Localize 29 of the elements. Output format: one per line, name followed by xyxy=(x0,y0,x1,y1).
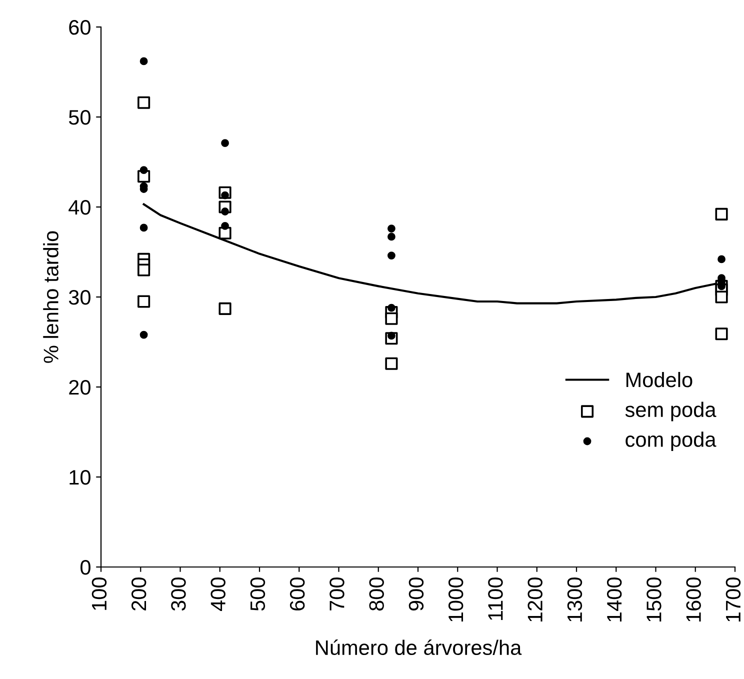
y-axis-title: % lenho tardio xyxy=(43,231,58,363)
y-tick-label: 40 xyxy=(68,200,90,215)
x-tick-label: 1600 xyxy=(686,578,701,622)
y-tick-label: 60 xyxy=(69,20,90,35)
y-tick-label: 30 xyxy=(68,290,90,305)
x-axis-title: Número de árvores/ha xyxy=(316,639,522,656)
x-tick-label: 1000 xyxy=(448,578,464,622)
legend-label: com poda xyxy=(626,432,716,452)
x-tick-label: 1100 xyxy=(488,578,503,620)
y-tick-label: 0 xyxy=(80,560,90,575)
x-tick-label: 900 xyxy=(408,578,424,610)
y-tick-label: 20 xyxy=(69,380,90,395)
x-tick-label: 300 xyxy=(171,578,186,611)
x-tick-label: 600 xyxy=(290,578,305,610)
y-tick-label: 50 xyxy=(68,110,90,125)
x-tick-label: 500 xyxy=(250,578,266,611)
x-tick-label: 200 xyxy=(131,578,146,610)
x-tick-label: 1500 xyxy=(646,578,662,622)
x-tick-label: 1400 xyxy=(606,578,622,622)
x-tick-label: 800 xyxy=(369,578,384,611)
y-tick-label: 10 xyxy=(70,470,90,485)
x-tick-label: 100 xyxy=(92,578,107,610)
x-tick-label: 1700 xyxy=(726,578,741,622)
legend-label: Modelo xyxy=(626,372,692,388)
x-tick-label: 400 xyxy=(210,578,226,611)
x-tick-label: 700 xyxy=(330,578,344,610)
legend-label: sem poda xyxy=(625,402,716,422)
x-tick-label: 1200 xyxy=(528,578,542,622)
x-tick-label: 1300 xyxy=(567,578,582,622)
